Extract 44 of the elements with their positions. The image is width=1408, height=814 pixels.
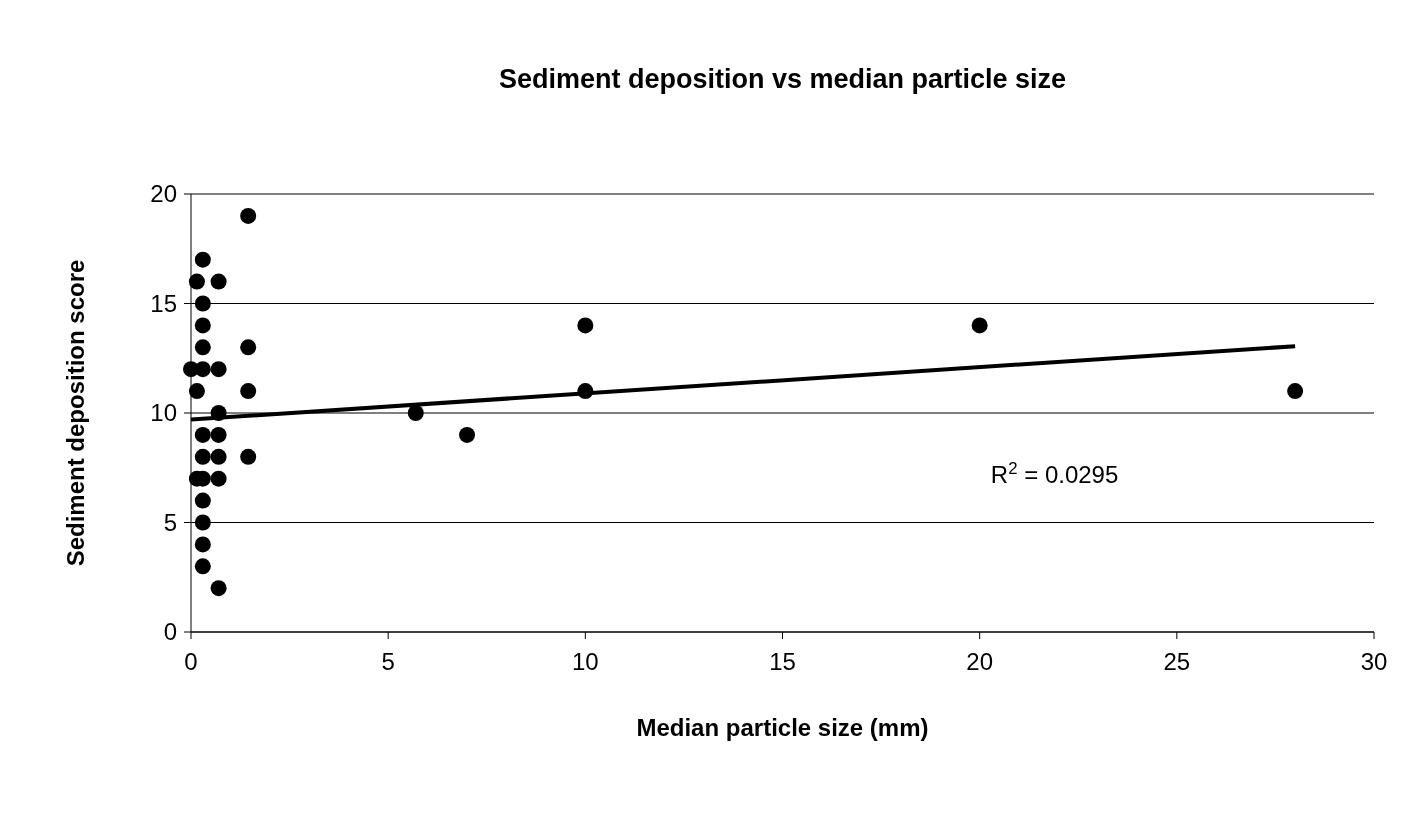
point [194,514,211,531]
point [210,580,227,597]
point [194,426,211,443]
point [210,448,227,465]
point [240,339,257,356]
x-tick-label: 25 [1163,648,1191,675]
point [188,273,205,290]
point [240,207,257,224]
x-tick-label: 20 [966,648,994,675]
y-tick-label: 0 [163,618,177,645]
point [210,426,227,443]
point [459,426,476,443]
point [194,492,211,509]
point [240,448,257,465]
point [1287,383,1304,400]
point [194,295,211,312]
point [240,383,257,400]
point [577,317,594,334]
x-tick-label: 15 [769,648,796,675]
point [194,251,211,268]
y-tick-label: 10 [150,399,177,426]
x-tick-label: 30 [1360,648,1388,675]
point [194,339,211,356]
point [194,536,211,553]
y-tick-label: 5 [163,508,177,536]
x-tick-label: 0 [184,648,198,675]
y-axis-title: Sediment deposition score [62,259,89,567]
chart-title: Sediment deposition vs median particle size [498,64,1067,94]
annotation: R$^{2}$ = 0.0295 [990,458,1119,489]
point [971,317,988,334]
point [194,448,211,465]
point [210,273,227,290]
point [194,361,211,378]
point [210,361,227,378]
point [210,470,227,487]
point [188,383,205,400]
x-axis-title: Median particle size (mm) [636,714,929,741]
y-tick-label: 20 [150,180,177,207]
point [194,558,211,575]
x-tick-label: 5 [381,648,395,675]
x-tick-label: 10 [571,648,599,675]
y-tick-label: 15 [150,289,177,317]
point [194,317,211,334]
point [407,405,424,421]
